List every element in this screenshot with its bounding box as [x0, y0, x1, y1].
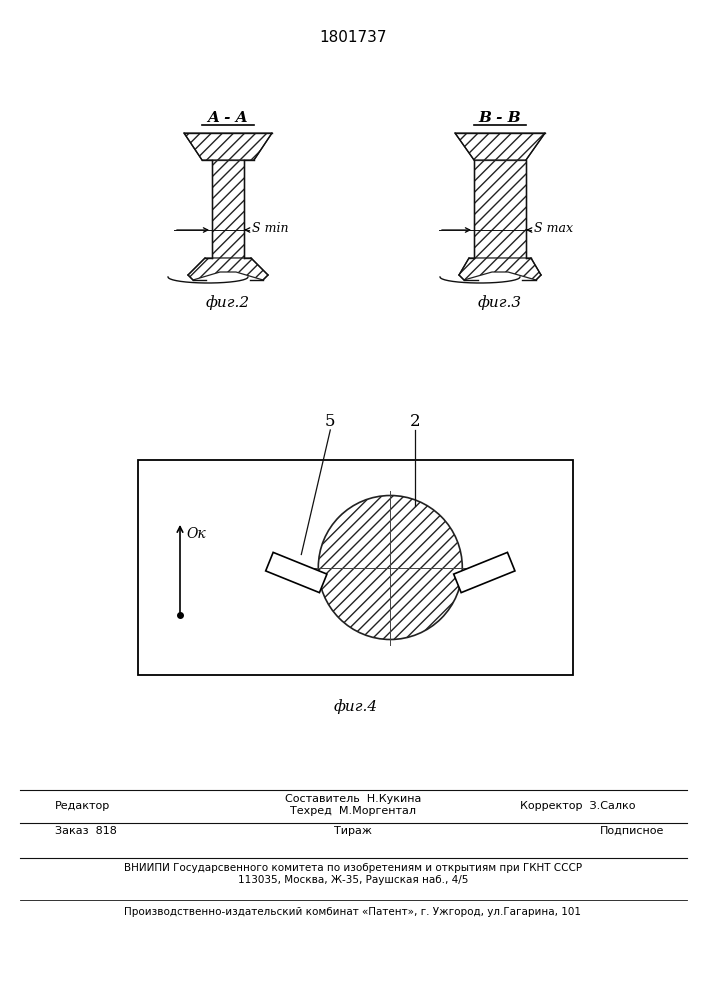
Text: S max: S max — [534, 222, 573, 234]
Text: Ок: Ок — [186, 527, 206, 541]
Text: Производственно-издательский комбинат «Патент», г. Ужгород, ул.Гагарина, 101: Производственно-издательский комбинат «П… — [124, 907, 581, 917]
Text: Редактор: Редактор — [55, 801, 110, 811]
Polygon shape — [459, 258, 541, 280]
Text: Тираж: Тираж — [334, 826, 372, 836]
Bar — [138, 460, 573, 675]
Text: фиг.2: фиг.2 — [206, 296, 250, 310]
Text: S min: S min — [252, 222, 288, 234]
Polygon shape — [474, 160, 526, 258]
Polygon shape — [188, 258, 268, 280]
Text: Техред  М.Моргентал: Техред М.Моргентал — [290, 806, 416, 816]
Polygon shape — [455, 133, 545, 160]
Circle shape — [318, 495, 462, 640]
Text: Корректор  З.Салко: Корректор З.Салко — [520, 801, 635, 811]
Polygon shape — [212, 160, 244, 258]
Text: Подписное: Подписное — [600, 826, 665, 836]
Text: 2: 2 — [410, 414, 421, 430]
Text: фиг.4: фиг.4 — [334, 700, 378, 714]
Text: B - B: B - B — [479, 111, 521, 125]
Text: 5: 5 — [325, 414, 336, 430]
Polygon shape — [266, 552, 327, 593]
Polygon shape — [184, 133, 272, 160]
Text: ВНИИПИ Государсвенного комитета по изобретениям и открытиям при ГКНТ СССР: ВНИИПИ Государсвенного комитета по изобр… — [124, 863, 582, 873]
Text: Составитель  Н.Кукина: Составитель Н.Кукина — [285, 794, 421, 804]
Text: фиг.3: фиг.3 — [478, 296, 522, 310]
Text: A - A: A - A — [208, 111, 248, 125]
Text: Заказ  818: Заказ 818 — [55, 826, 117, 836]
Text: 1801737: 1801737 — [320, 30, 387, 45]
Text: 113035, Москва, Ж-35, Раушская наб., 4/5: 113035, Москва, Ж-35, Раушская наб., 4/5 — [238, 875, 468, 885]
Polygon shape — [454, 552, 515, 593]
